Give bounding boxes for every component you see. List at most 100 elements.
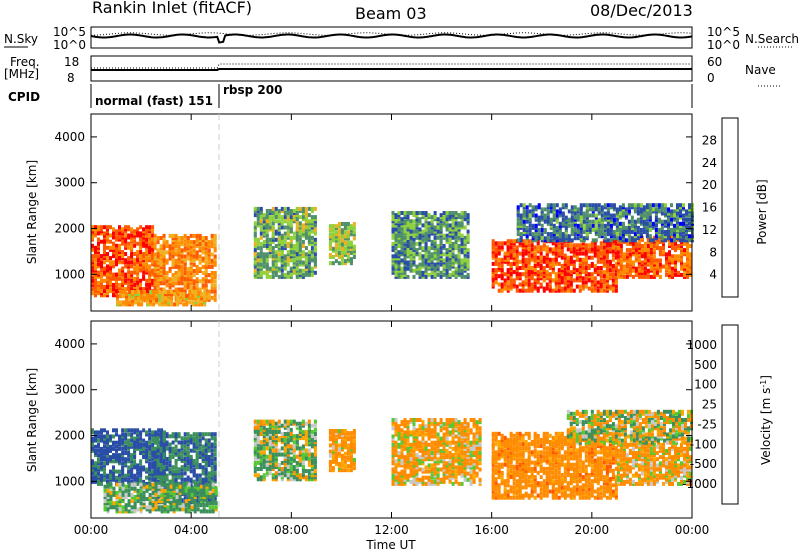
data-cell (210, 473, 214, 478)
data-cell (551, 261, 555, 266)
data-cell (625, 256, 629, 261)
data-cell (106, 436, 109, 441)
data-cell (313, 206, 317, 211)
data-cell (555, 203, 559, 208)
data-cell (97, 227, 100, 232)
data-cell (210, 233, 214, 238)
data-cell (162, 448, 166, 453)
data-cell (649, 266, 653, 271)
data-cell (660, 232, 664, 237)
data-cell (131, 300, 135, 305)
data-cell (100, 285, 103, 289)
data-cell (124, 436, 128, 441)
data-cell (346, 250, 350, 255)
data-cell (204, 236, 208, 240)
data-cell (637, 260, 641, 265)
data-cell (112, 490, 116, 495)
data-cell (518, 276, 522, 281)
data-cell (192, 436, 196, 441)
data-cell (262, 225, 266, 230)
data-cell (253, 268, 257, 273)
data-cell (409, 235, 413, 240)
data-cell (430, 270, 434, 275)
data-cell (537, 203, 541, 208)
data-cell (168, 256, 172, 261)
data-cell (424, 211, 428, 215)
data-cell (331, 255, 335, 259)
data-cell (540, 238, 544, 243)
data-cell (466, 233, 470, 238)
data-cell (445, 239, 449, 244)
data-cell (307, 270, 311, 275)
data-cell (400, 241, 404, 246)
data-cell (445, 225, 449, 230)
data-cell (159, 269, 163, 273)
data-cell (100, 231, 103, 236)
data-cell (265, 258, 269, 263)
data-cell (130, 247, 134, 252)
data-cell (463, 225, 467, 230)
data-cell (578, 284, 582, 289)
data-cell (195, 238, 199, 243)
data-cell (500, 288, 504, 293)
data-cell (340, 246, 344, 251)
data-cell (621, 234, 625, 239)
data-cell (424, 270, 428, 275)
data-cell (352, 255, 356, 259)
data-cell (160, 488, 164, 493)
data-cell (391, 211, 395, 215)
data-cell (418, 235, 422, 240)
data-cell (121, 499, 125, 504)
data-cell (130, 438, 134, 443)
data-cell (186, 277, 190, 282)
data-cell (134, 290, 138, 294)
data-cell (645, 228, 649, 232)
data-cell (509, 255, 513, 260)
data-cell (497, 245, 501, 250)
data-cell (585, 203, 589, 208)
data-cell (210, 275, 214, 280)
data-cell (130, 432, 134, 437)
data-cell (94, 254, 97, 259)
data-cell (337, 255, 341, 259)
data-cell (189, 246, 193, 251)
data-cell (433, 229, 437, 234)
data-cell (115, 280, 118, 285)
data-cell (418, 233, 422, 238)
data-cell (130, 453, 134, 458)
data-cell (343, 250, 347, 255)
data-cell (573, 211, 577, 216)
data-cell (603, 232, 607, 237)
data-cell (558, 221, 562, 226)
data-cell (569, 249, 573, 254)
data-cell (424, 241, 428, 246)
data-cell (519, 203, 523, 208)
data-cell (151, 473, 155, 478)
data-cell (168, 481, 172, 486)
data-cell (337, 246, 341, 251)
data-cell (427, 225, 431, 230)
data-cell (313, 256, 317, 261)
data-cell (611, 268, 615, 273)
data-cell (615, 211, 619, 216)
data-cell (103, 285, 106, 289)
data-cell (633, 232, 637, 237)
data-cell (491, 241, 495, 246)
data-cell (658, 274, 662, 279)
data-cell (162, 281, 166, 286)
data-cell (100, 479, 103, 484)
data-cell (103, 507, 107, 512)
data-cell (391, 233, 395, 238)
data-cell (103, 451, 106, 455)
data-cell (457, 260, 461, 265)
data-cell (611, 253, 615, 258)
data-cell (349, 244, 353, 249)
data-cell (295, 235, 299, 240)
data-cell (210, 240, 214, 245)
data-cell (97, 442, 100, 447)
data-cell (546, 238, 550, 243)
data-cell (289, 244, 293, 248)
data-cell (128, 300, 132, 305)
data-cell (201, 454, 205, 459)
data-cell (673, 234, 676, 239)
